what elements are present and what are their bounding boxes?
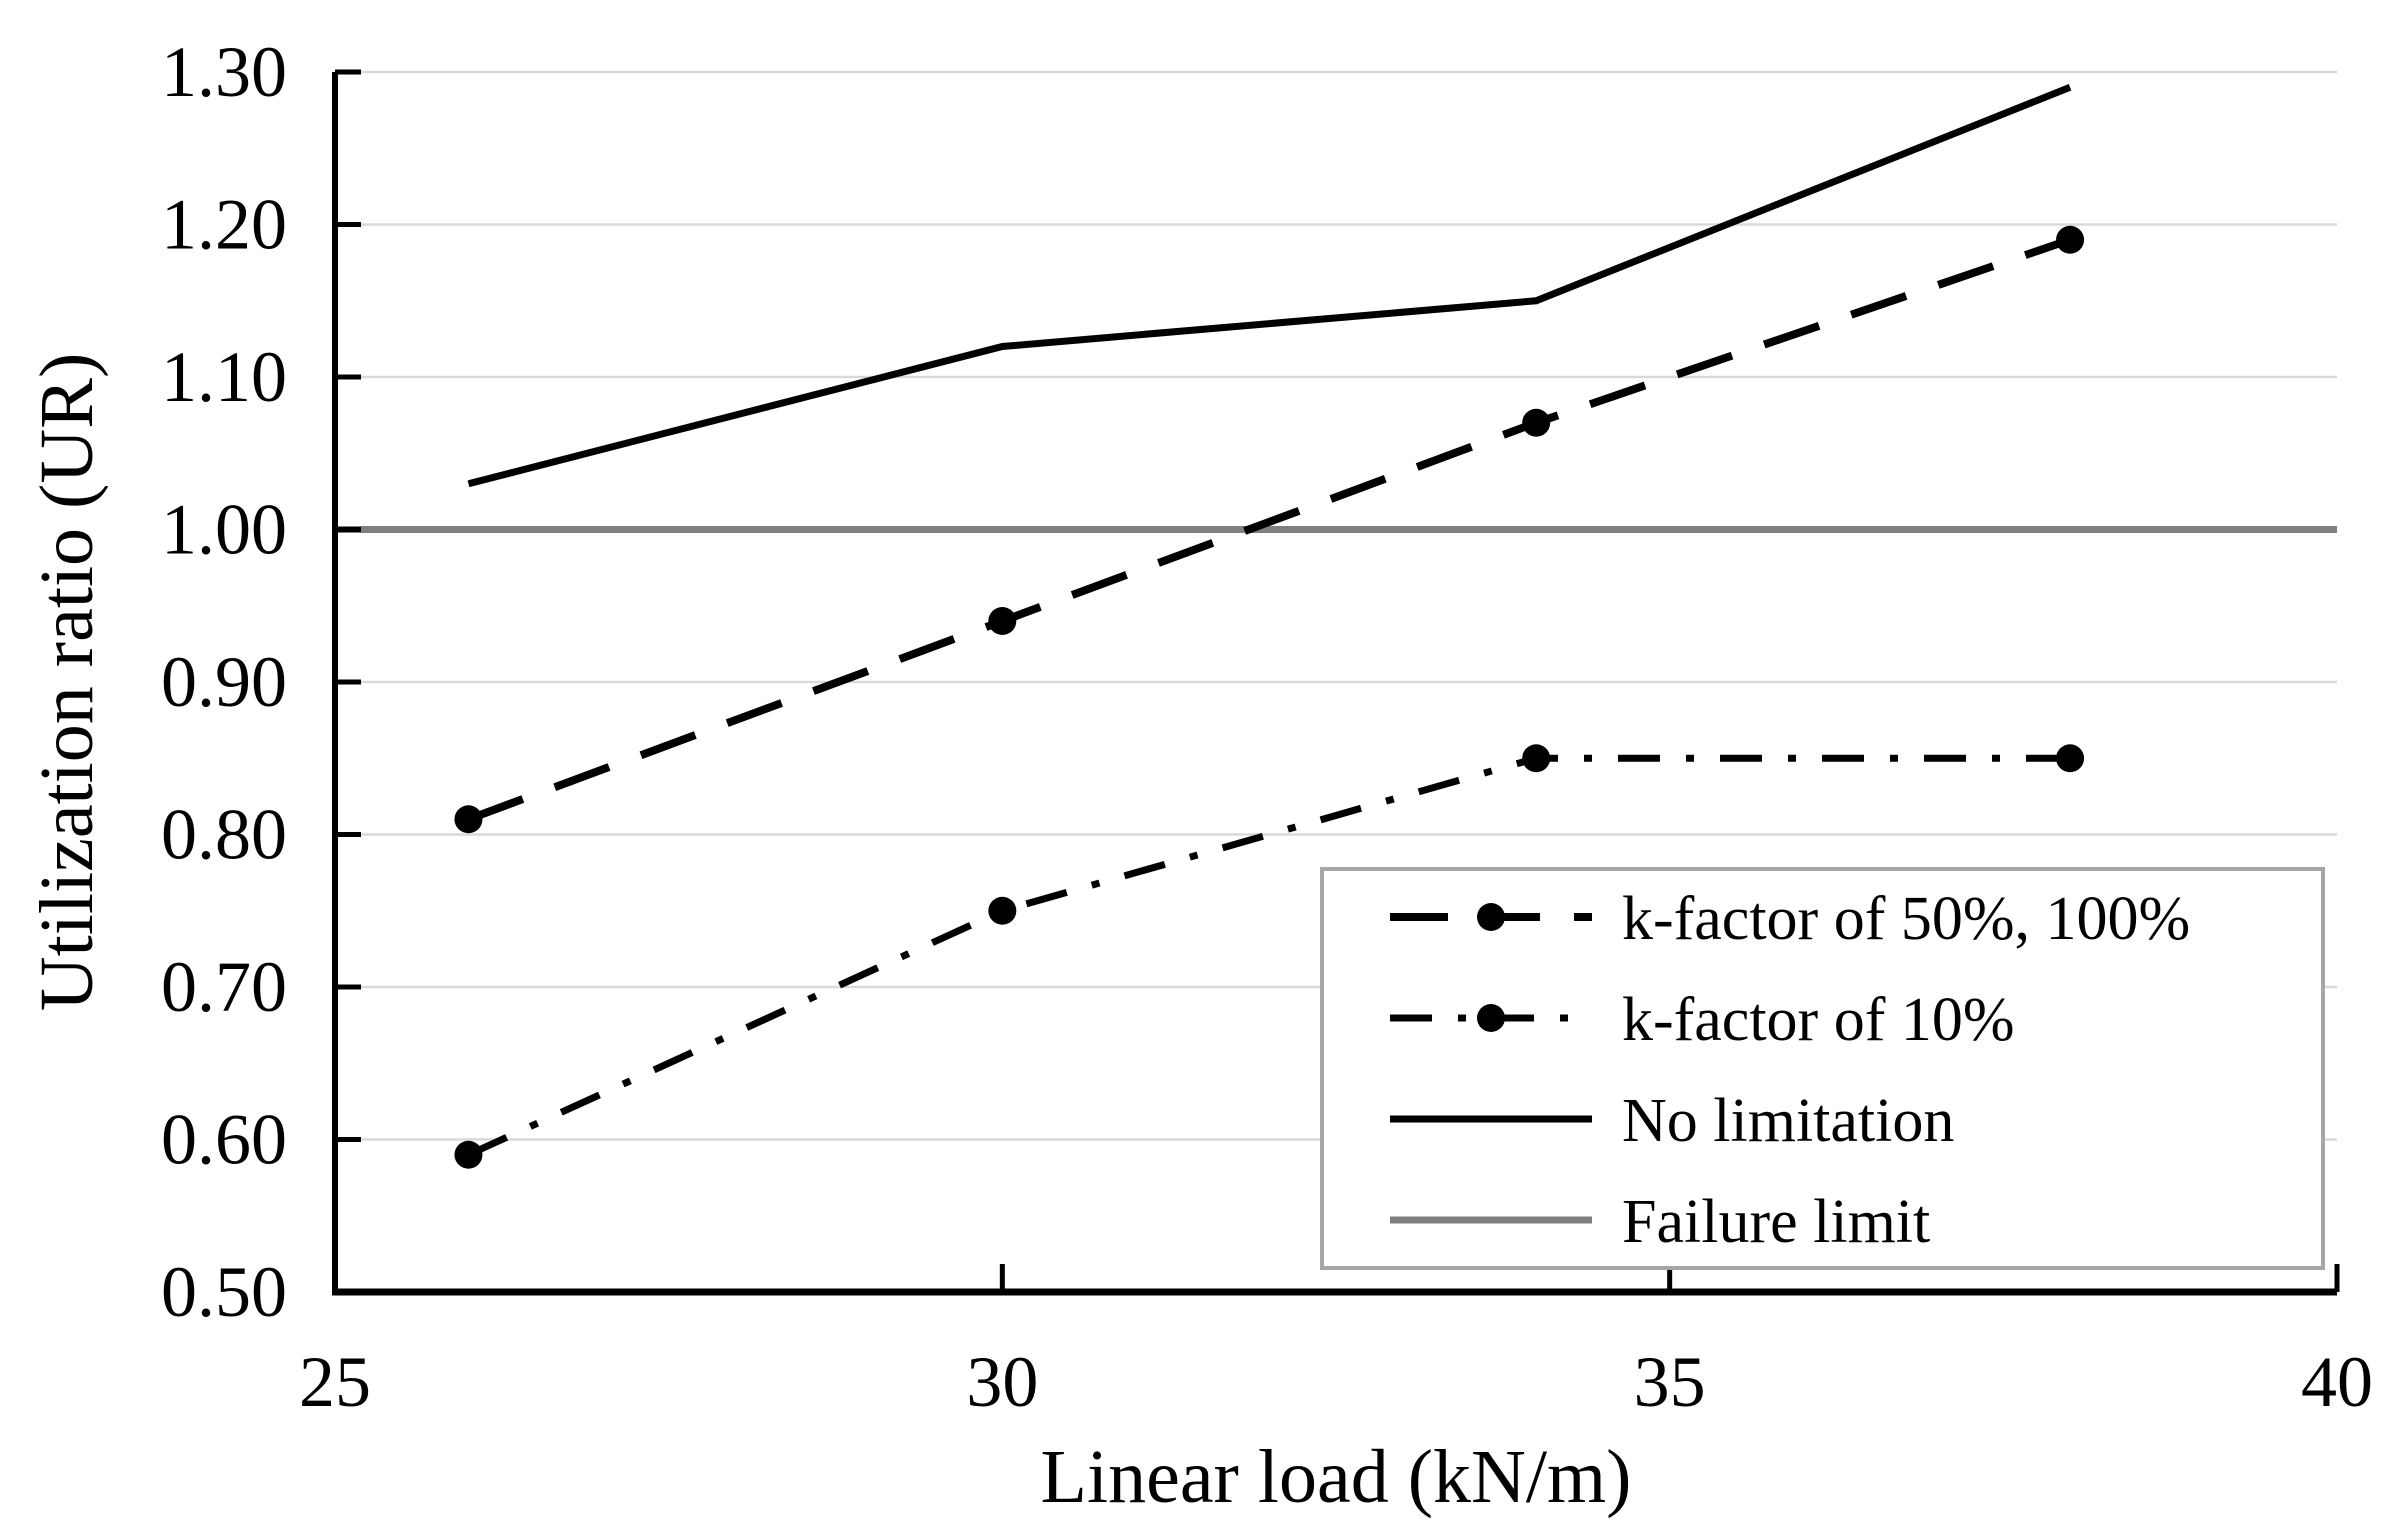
data-point-marker [2056, 225, 2085, 254]
y-tick-label: 1.20 [161, 185, 287, 265]
legend-item-label: k-factor of 50%, 100% [1622, 885, 2190, 953]
legend-item: Failure limit [1390, 1188, 1930, 1256]
x-tick-label: 30 [966, 1342, 1038, 1422]
y-tick-label: 1.10 [161, 337, 287, 417]
legend-item-label: No limitation [1622, 1087, 1954, 1155]
tick-marks-layer [335, 69, 2340, 1295]
y-tick-label: 0.50 [161, 1252, 287, 1332]
legend-item: k-factor of 10% [1390, 986, 2015, 1054]
data-point-marker [1522, 408, 1551, 437]
legend: k-factor of 50%, 100% k-factor of 10% No l… [1320, 867, 2325, 1270]
legend-item: k-factor of 50%, 100% [1390, 885, 2190, 953]
y-tick-label: 0.60 [161, 1100, 287, 1180]
x-tick-label: 40 [2301, 1342, 2373, 1422]
x-tick-label: 25 [299, 1342, 371, 1422]
tick-labels-layer: 0.50 0.60 0.70 0.80 0.90 1.00 1.10 1.20 1.30 25 30… [161, 32, 2373, 1422]
y-tick-label: 1.00 [161, 490, 287, 570]
legend-sample-marker [1477, 903, 1505, 931]
data-point-marker [2056, 744, 2085, 773]
y-axis-title: Utilization ratio (UR) [25, 353, 109, 1012]
data-point-marker [1522, 744, 1551, 773]
data-point-marker [454, 1140, 483, 1169]
series-line-0 [467, 235, 2072, 823]
legend-box [1320, 867, 2325, 1270]
y-tick-label: 1.30 [161, 32, 287, 112]
y-tick-label: 0.90 [161, 642, 287, 722]
legend-item-label: k-factor of 10% [1622, 986, 2015, 1054]
series-line-2 [467, 84, 2072, 488]
data-point-marker [454, 805, 483, 834]
legend-item: No limitation [1390, 1087, 1954, 1155]
legend-item-label: Failure limit [1622, 1188, 1930, 1256]
x-tick-label: 35 [1634, 1342, 1706, 1422]
x-axis-title: Linear load (kN/m) [1041, 1435, 1632, 1519]
y-tick-label: 0.80 [161, 795, 287, 875]
y-tick-label: 0.70 [161, 947, 287, 1027]
series-layer [335, 84, 2337, 1169]
legend-sample-marker [1477, 1004, 1505, 1032]
data-point-marker [988, 607, 1017, 635]
data-point-marker [988, 896, 1017, 925]
